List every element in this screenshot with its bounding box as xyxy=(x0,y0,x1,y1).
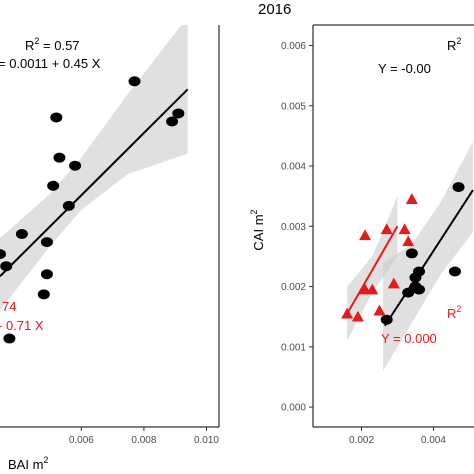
fit-line-triangle xyxy=(346,225,399,315)
right-data-points xyxy=(341,182,465,325)
data-point-circle xyxy=(405,248,418,259)
data-point-triangle xyxy=(359,229,372,241)
right-red-r2: R2 xyxy=(447,304,461,321)
data-point-circle xyxy=(172,108,185,119)
right-y-ticks: 0.000 0.001 0.002 0.003 0.004 0.005 0.006 xyxy=(281,41,313,414)
right-panel-title: 2016 xyxy=(258,1,291,18)
data-point-circle xyxy=(47,180,60,191)
right-black-r2: R2 xyxy=(447,36,461,53)
data-point-circle xyxy=(166,116,179,127)
data-point-circle xyxy=(128,76,141,87)
data-point-triangle xyxy=(366,283,379,295)
data-point-triangle xyxy=(387,277,400,289)
y-tick-label: 0.006 xyxy=(281,41,306,52)
right-black-equation: Y = -0.00 xyxy=(378,61,431,76)
data-point-circle xyxy=(15,229,28,240)
left-red-r2-fragment: 74 xyxy=(2,299,16,314)
left-red-equation: - 0.71 X xyxy=(0,318,44,333)
data-point-circle xyxy=(0,261,13,272)
x-tick-label: 0.002 xyxy=(349,435,374,446)
x-tick-label: 0.006 xyxy=(69,435,94,446)
y-tick-label: 0.000 xyxy=(281,403,306,414)
data-point-triangle xyxy=(402,235,415,247)
y-tick-label: 0.004 xyxy=(281,162,306,173)
confidence-band-circle xyxy=(383,141,473,371)
data-point-circle xyxy=(413,284,426,295)
data-point-circle xyxy=(40,269,53,280)
left-x-ticks: 0.006 0.008 0.010 xyxy=(69,427,219,446)
data-point-circle xyxy=(452,182,465,193)
data-point-circle xyxy=(3,333,16,344)
data-point-triangle xyxy=(380,223,393,235)
left-fit-lines xyxy=(0,88,189,277)
y-tick-label: 0.002 xyxy=(281,282,306,293)
left-data-points xyxy=(0,76,185,344)
left-panel: 0.006 0.008 0.010 R2 = 0.57 = 0.0011 + 0.4… xyxy=(0,25,220,472)
data-point-circle xyxy=(0,249,6,260)
left-black-r2: R2 = 0.57 xyxy=(25,36,80,53)
data-point-circle xyxy=(40,237,53,248)
x-tick-label: 0.004 xyxy=(421,435,446,446)
right-y-axis-label: CAI m2 xyxy=(249,209,266,250)
left-x-axis-label: BAI m2 xyxy=(8,455,48,472)
data-point-circle xyxy=(448,266,461,277)
y-tick-label: 0.001 xyxy=(281,342,306,353)
right-panel: 2016 0.000 0.001 0.002 0.003 0.004 0.005 0.006… xyxy=(249,1,474,446)
data-point-circle xyxy=(413,266,426,277)
fit-line-circle xyxy=(0,88,189,277)
data-point-circle xyxy=(380,314,393,325)
data-point-triangle xyxy=(351,310,364,322)
x-tick-label: 0.008 xyxy=(131,435,156,446)
data-point-circle xyxy=(69,160,82,171)
right-x-ticks: 0.002 0.004 xyxy=(349,427,446,446)
data-point-circle xyxy=(53,152,66,163)
y-tick-label: 0.003 xyxy=(281,222,306,233)
left-black-equation: = 0.0011 + 0.45 X xyxy=(0,56,101,71)
right-fit-lines xyxy=(346,189,474,327)
data-point-triangle xyxy=(405,193,418,204)
data-point-triangle xyxy=(341,307,354,319)
data-point-circle xyxy=(62,200,75,211)
y-tick-label: 0.005 xyxy=(281,101,306,112)
data-point-circle xyxy=(37,289,50,300)
x-tick-label: 0.010 xyxy=(194,435,219,446)
data-point-circle xyxy=(50,112,63,123)
data-point-triangle xyxy=(398,223,411,235)
right-red-equation: Y = 0.000 xyxy=(381,331,437,346)
data-point-triangle xyxy=(373,304,386,316)
fit-line-circle xyxy=(384,189,474,327)
